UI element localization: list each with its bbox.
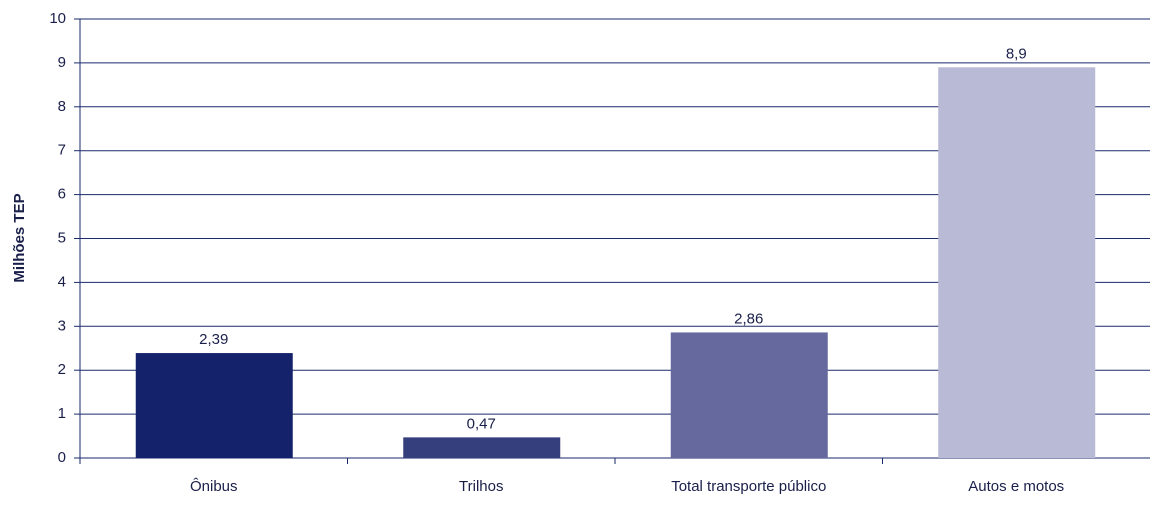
- x-tick-label: Autos e motos: [968, 478, 1065, 495]
- y-tick-label: 4: [58, 273, 66, 290]
- y-tick-label: 8: [58, 98, 66, 115]
- y-tick-label: 5: [58, 229, 66, 246]
- x-tick-label: Total transporte público: [671, 478, 827, 495]
- y-tick-label: 6: [58, 186, 66, 203]
- bar: [403, 437, 561, 458]
- y-axis-label: Milhões TEP: [11, 193, 28, 282]
- x-tick-label: Ônibus: [189, 478, 238, 495]
- x-tick-label: Trilhos: [459, 478, 504, 495]
- bar: [670, 332, 828, 458]
- value-label: 2,39: [199, 331, 228, 348]
- y-tick-label: 9: [58, 54, 66, 71]
- y-tick-label: 1: [58, 405, 66, 422]
- bar: [135, 353, 293, 458]
- bar: [938, 67, 1096, 458]
- y-tick-label: 7: [58, 142, 66, 159]
- y-tick-label: 3: [58, 317, 66, 334]
- y-tick-label: 10: [49, 10, 66, 27]
- value-label: 0,47: [467, 415, 496, 432]
- value-label: 8,9: [1006, 45, 1027, 62]
- y-tick-label: 0: [58, 449, 66, 466]
- value-label: 2,86: [734, 310, 763, 327]
- y-tick-label: 2: [58, 361, 66, 378]
